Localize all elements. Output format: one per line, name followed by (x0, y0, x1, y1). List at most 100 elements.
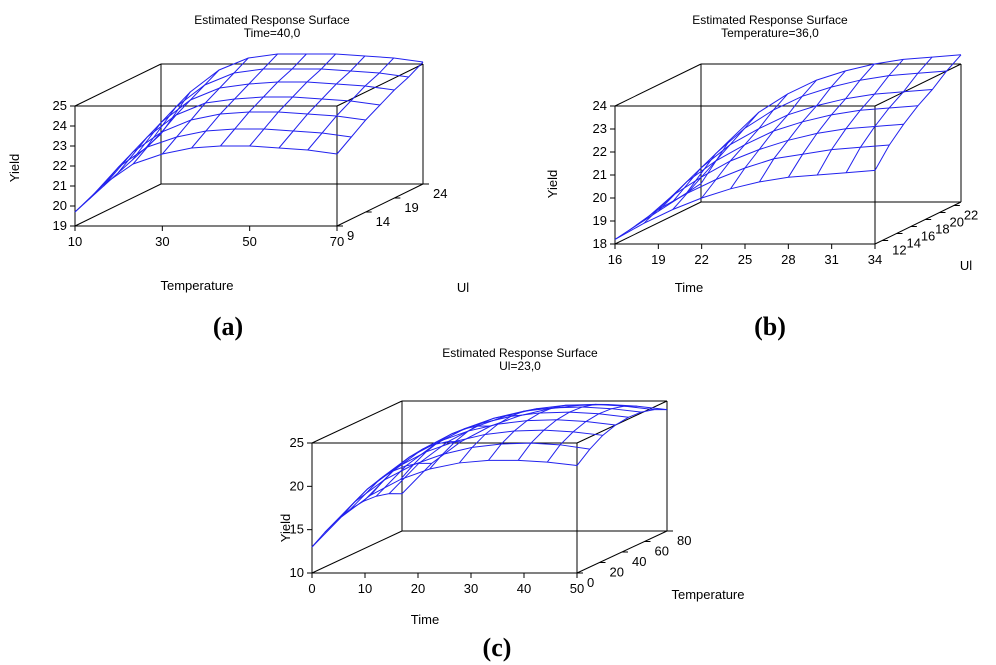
panel-b-x-tick-label: 34 (868, 252, 882, 267)
panel-a-box-edge (74, 183, 162, 227)
panel-a-mesh-line (278, 55, 366, 149)
panel-b-z-tick-label: 24 (593, 98, 607, 113)
panel-b-mesh-line (672, 111, 760, 210)
panel-b-mesh-line (845, 56, 933, 173)
panel-b-y-axis-label: Ul (960, 258, 972, 273)
panel-a-box-edge (336, 63, 424, 107)
panel-c-z-tick-label: 20 (290, 478, 304, 493)
panel-c-mesh-line (546, 405, 638, 463)
panel-a-z-tick-label: 22 (53, 158, 67, 173)
panel-a-mesh-line (160, 53, 424, 135)
panel-b-mesh-line (657, 105, 919, 212)
panel-a-y-tick-label: 14 (376, 214, 390, 229)
panel-a-x-tick-label: 10 (68, 234, 82, 249)
panel-b-x-tick-label: 31 (824, 252, 838, 267)
panel-c-x-tick-label: 50 (570, 581, 584, 596)
panel-a-x-tick-label: 30 (155, 234, 169, 249)
panel-c-box (311, 400, 668, 574)
panel-b-y-tick-label: 12 (892, 243, 906, 258)
panel-b-x-tick-label: 28 (781, 252, 795, 267)
panel-a-x-tick-label: 70 (330, 234, 344, 249)
panel-b: Estimated Response Surface Temperature=3… (545, 13, 978, 341)
panel-c-z-tick-label: 25 (290, 435, 304, 450)
panel-b-mesh-line (671, 89, 933, 203)
panel-b-mesh-line (629, 144, 890, 231)
panel-c-z-tick-label: 15 (290, 522, 304, 537)
panel-b-caption: (b) (754, 312, 786, 341)
panel-c-box-edge (311, 530, 403, 574)
panel-c-z-axis-label: Yield (278, 514, 293, 542)
panel-c-title: Estimated Response Surface (442, 346, 598, 360)
panel-a-y-tick-label: 24 (433, 186, 447, 201)
panel-c-mesh-line (429, 415, 520, 470)
panel-b-x-axis-label: Time (675, 280, 703, 295)
panel-b-box-edge (874, 63, 962, 107)
panel-a-subtitle: Time=40,0 (244, 26, 301, 40)
panel-a-z-tick-label: 21 (53, 178, 67, 193)
panel-c-x-tick-label: 20 (411, 581, 425, 596)
panel-c-mesh-line (517, 403, 609, 461)
panel-c-y-tick-label: 60 (655, 544, 669, 559)
panel-c-y-tick-label: 0 (587, 575, 594, 590)
panel-b-mesh-line (700, 54, 962, 184)
panel-a-mesh-line (103, 111, 366, 187)
panel-b-mesh-line (643, 139, 731, 224)
panel-c-y-tick-label: 20 (610, 565, 624, 580)
panel-b-z-tick-label: 20 (593, 190, 607, 205)
panel-c-mesh-line (311, 493, 403, 548)
panel-a-x-tick-label: 50 (242, 234, 256, 249)
panel-b-box-edge (874, 201, 962, 245)
panel-c-mesh-line (324, 442, 590, 533)
panel-a-box-edge (74, 63, 162, 107)
panel-a-box-edge (336, 183, 424, 227)
panel-a-z-axis-label: Yield (7, 154, 22, 182)
panel-b-surface (614, 54, 962, 240)
panel-a-y-tick-label: 19 (404, 200, 418, 215)
panel-a-mesh-line (249, 53, 337, 147)
panel-a-surface (74, 53, 424, 213)
panel-a-mesh-line (191, 53, 278, 149)
panel-a-mesh-line (146, 68, 409, 148)
panel-c-mesh-line (401, 403, 668, 495)
panel-a-mesh-line (131, 81, 395, 161)
panel-c-z-tick-label: 10 (290, 565, 304, 580)
panel-c-surface (311, 403, 668, 548)
panel-c-x-tick-label: 10 (358, 581, 372, 596)
panel-a-z-tick-label: 19 (53, 218, 67, 233)
panel-b-z-axis-label: Yield (545, 170, 560, 198)
panel-a-box (74, 63, 424, 227)
panel-b-x-tick-label: 25 (738, 252, 752, 267)
panel-b-x-tick-label: 16 (608, 252, 622, 267)
panel-a: Estimated Response Surface Time=40,0 10 3… (7, 13, 469, 341)
panel-a-mesh-line (74, 133, 162, 213)
panel-b-y-tick-label: 20 (950, 215, 964, 230)
panel-a-z-tick-label: 23 (53, 138, 67, 153)
panel-c-subtitle: Ul=23,0 (499, 359, 541, 373)
panel-b-mesh-line (787, 63, 875, 178)
panel-b-mesh-line (614, 183, 702, 240)
panel-c-x-tick-label: 0 (308, 581, 315, 596)
panel-a-mesh-line (220, 53, 307, 147)
panel-c-mesh-line (488, 404, 579, 461)
panel-a-mesh-line (74, 145, 338, 213)
panel-b-title: Estimated Response Surface (692, 13, 848, 27)
panel-b-mesh-line (686, 70, 947, 194)
panel-b-z-tick-label: 22 (593, 144, 607, 159)
panel-b-y-tick-label: 14 (907, 236, 921, 251)
panel-a-mesh-line (132, 69, 220, 165)
panel-c-mesh-line (341, 462, 432, 517)
panel-b-z-tick-label: 18 (593, 236, 607, 251)
panel-b-x-tick-label: 19 (651, 252, 665, 267)
panel-a-z-tick-label: 25 (53, 98, 67, 113)
panel-a-mesh-line (161, 57, 249, 155)
panel-a-z-tick-label: 20 (53, 198, 67, 213)
panel-b-mesh-line (614, 169, 876, 240)
panel-a-y-axis-label: Ul (457, 280, 469, 295)
panel-c-y-axis-label: Temperature (672, 587, 745, 602)
panel-a-mesh-line (103, 91, 191, 185)
panel-b-box-edge (614, 201, 702, 245)
panel-c-mesh-line (458, 408, 550, 464)
panel-c-caption: (c) (483, 633, 512, 662)
panel-b-mesh-line (759, 70, 846, 183)
